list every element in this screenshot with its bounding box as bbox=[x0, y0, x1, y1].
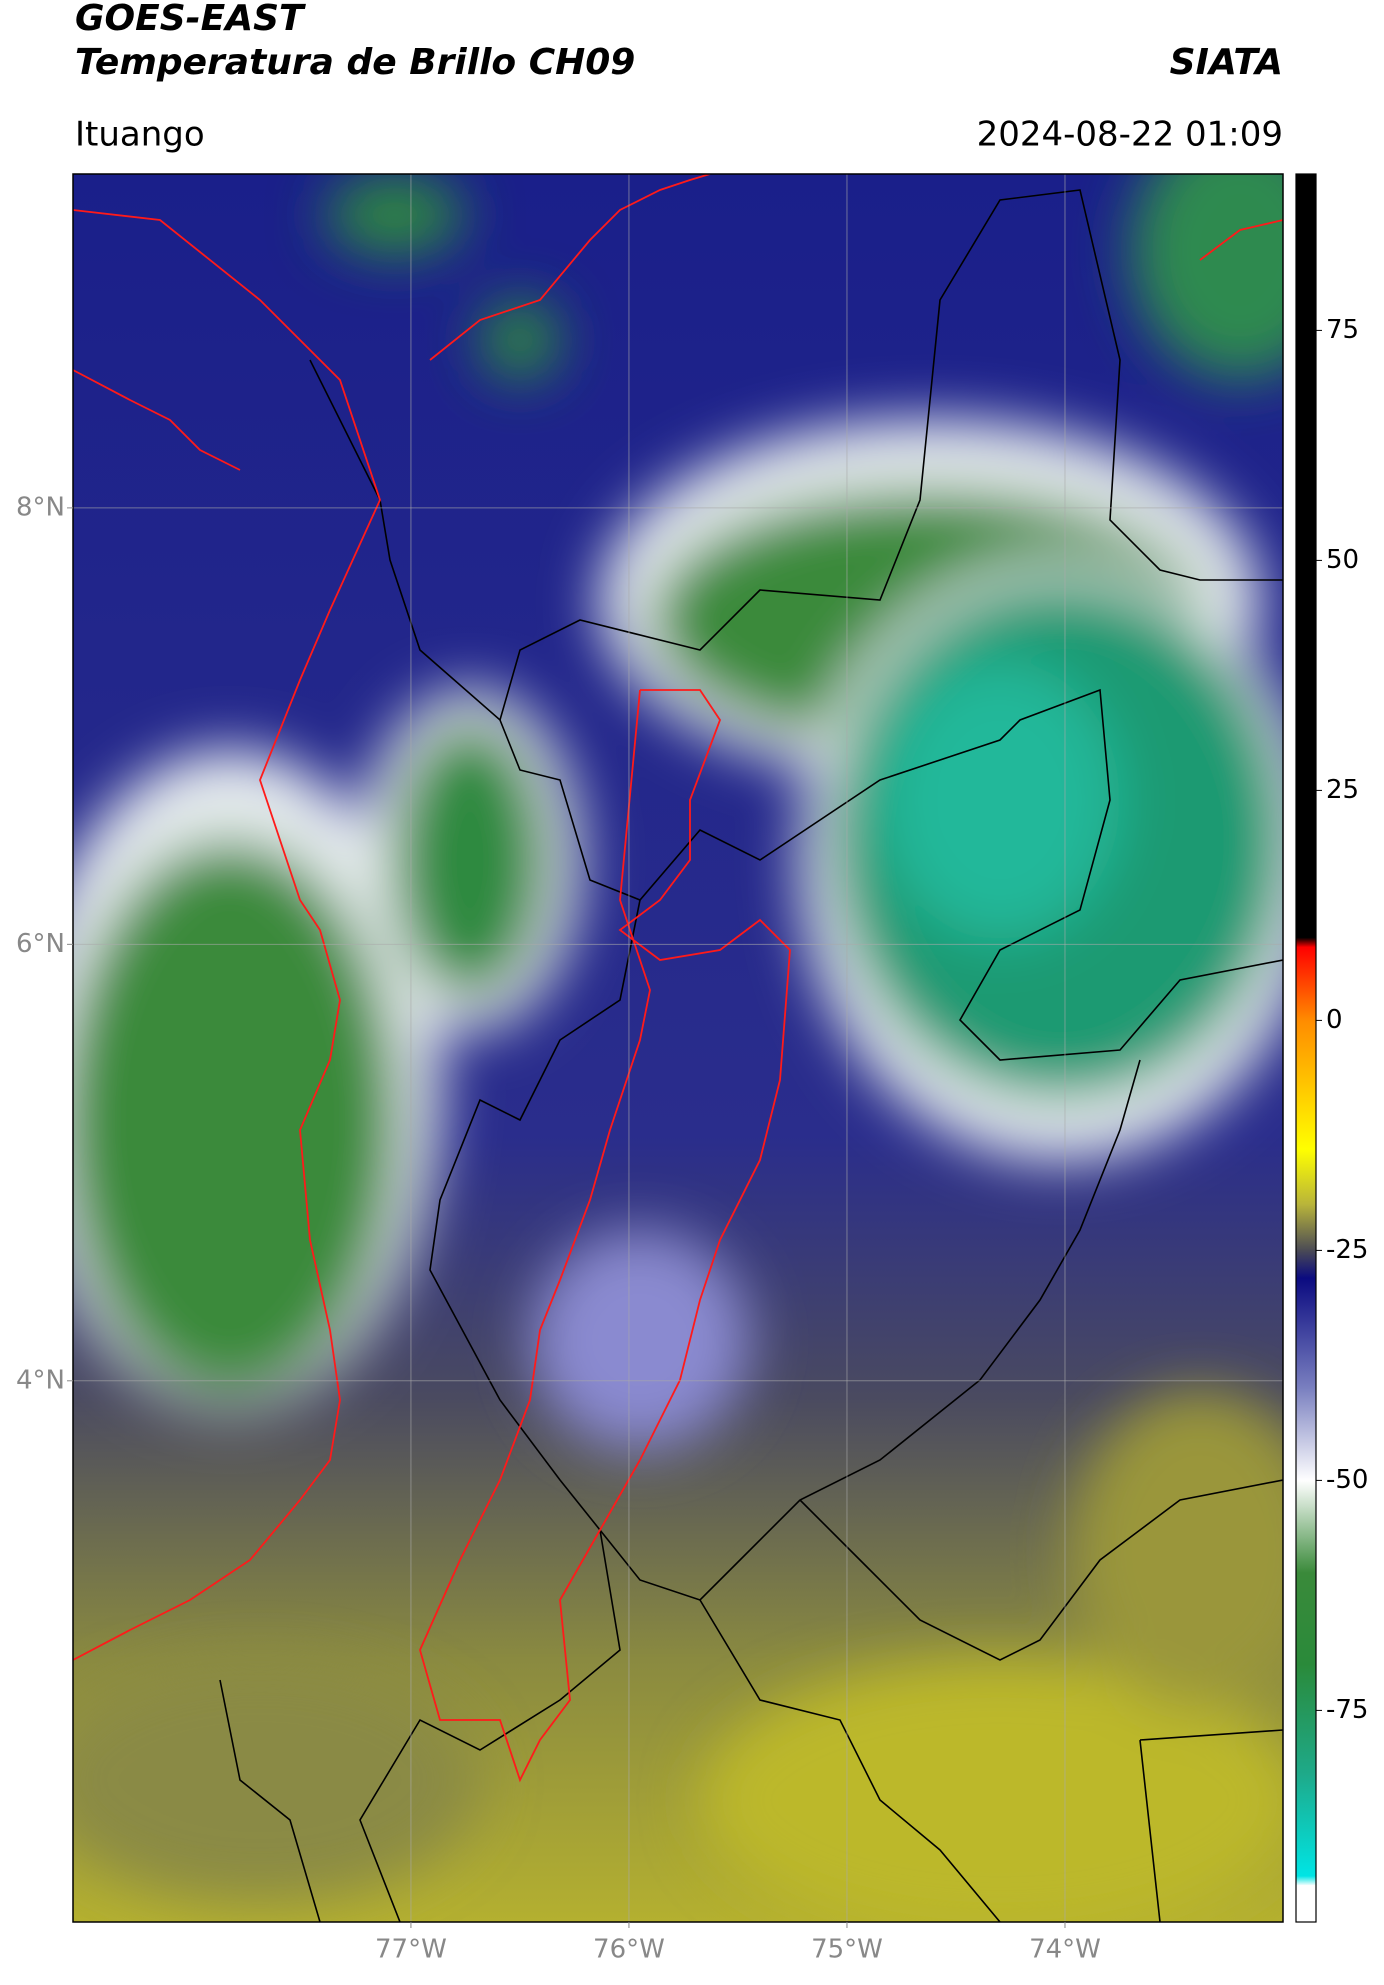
colorbar-segment bbox=[1296, 174, 1316, 939]
colorbar-segment bbox=[1296, 1278, 1316, 1389]
colorbar-segment bbox=[1296, 1774, 1316, 1877]
colorbar-tick-label: -75 bbox=[1326, 1695, 1368, 1725]
subtitle: Temperatura de Brillo CH09 bbox=[75, 42, 635, 83]
colorbar-segment bbox=[1296, 946, 1316, 1021]
colorbar-segment bbox=[1296, 1250, 1316, 1279]
satellite-image bbox=[73, 174, 1283, 1922]
x-tick-label: 76°W bbox=[593, 1935, 665, 1965]
colorbar-segment bbox=[1296, 1204, 1316, 1251]
title: GOES-EAST bbox=[75, 0, 306, 39]
colorbar-segment bbox=[1296, 937, 1316, 948]
colorbar-segment bbox=[1296, 1885, 1316, 1923]
x-tick-label: 75°W bbox=[811, 1935, 883, 1965]
colorbar-segment bbox=[1296, 1149, 1316, 1205]
y-tick-label: 6°N bbox=[16, 929, 65, 959]
location: Ituango bbox=[75, 115, 205, 155]
colorbar-segment bbox=[1296, 1480, 1316, 1573]
datetime: 2024-08-22 01:09 bbox=[977, 115, 1283, 155]
colorbar-segment bbox=[1296, 1388, 1316, 1481]
colorbar-tick-label: 50 bbox=[1326, 545, 1359, 575]
y-tick-label: 4°N bbox=[16, 1365, 65, 1395]
colorbar-segment bbox=[1296, 1020, 1316, 1150]
colorbar-tick-label: 0 bbox=[1326, 1005, 1343, 1035]
colorbar-tick-label: 25 bbox=[1326, 775, 1359, 805]
colorbar-frame bbox=[1295, 173, 1317, 1923]
y-tick-label: 8°N bbox=[16, 492, 65, 522]
colorbar-segment bbox=[1296, 1572, 1316, 1665]
agency: SIATA bbox=[1170, 42, 1283, 83]
x-tick-label: 74°W bbox=[1029, 1935, 1101, 1965]
colorbar-segment bbox=[1296, 1664, 1316, 1776]
colorbar-tick-label: -50 bbox=[1326, 1465, 1368, 1495]
colorbar-tick-label: -25 bbox=[1326, 1235, 1368, 1265]
colorbar-segment bbox=[1296, 1876, 1316, 1886]
map-frame bbox=[72, 173, 1284, 1923]
colorbar-tick-label: 75 bbox=[1326, 315, 1359, 345]
x-tick-label: 77°W bbox=[375, 1935, 447, 1965]
